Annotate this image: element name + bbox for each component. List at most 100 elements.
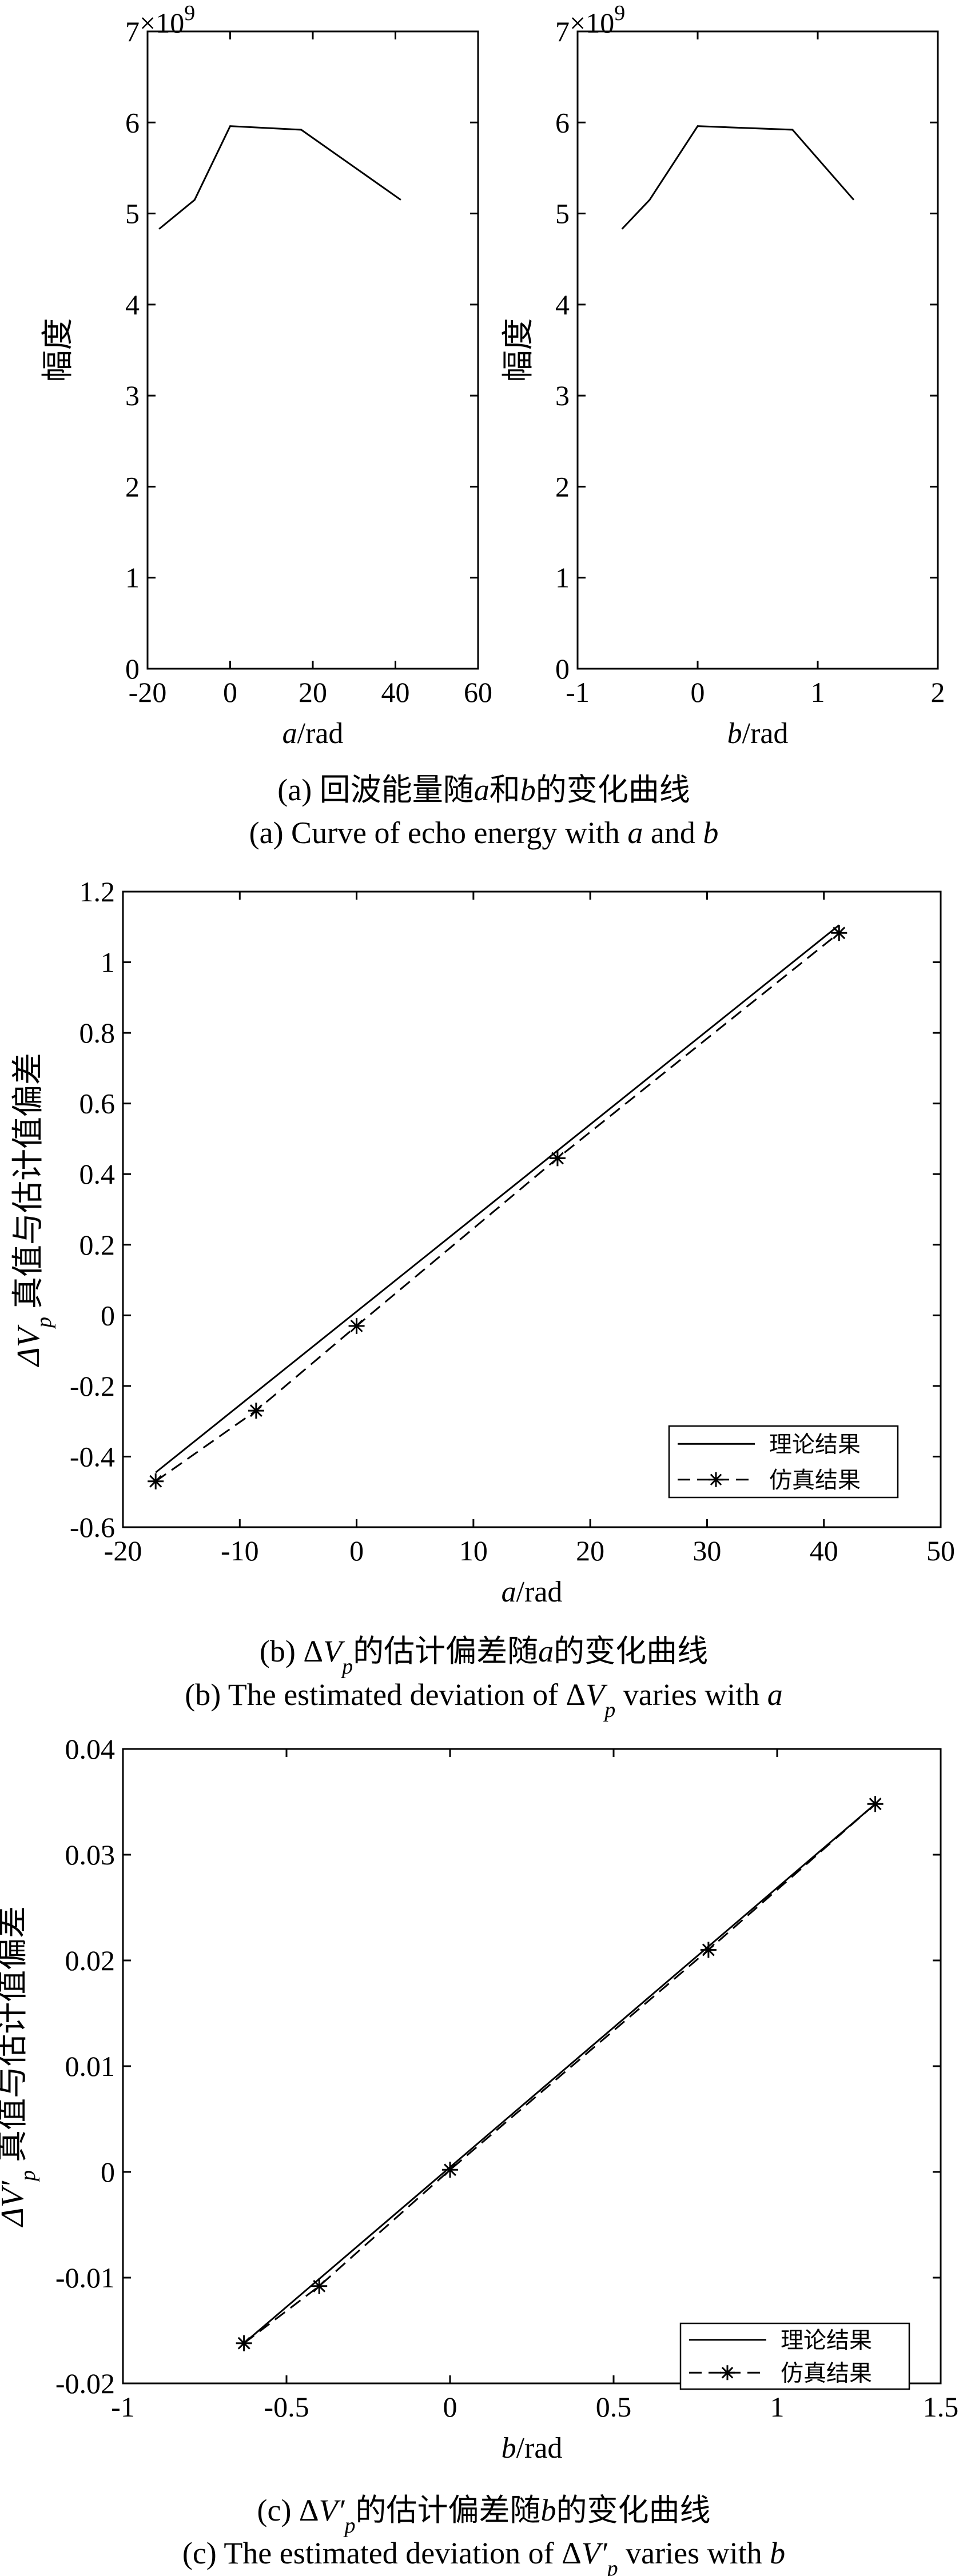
y-tick-label: 1.2: [79, 876, 116, 908]
y-tick-label: 0.01: [65, 2050, 116, 2082]
y-tick-label: 1: [101, 946, 115, 979]
caption-a-cn: (a) 回波能量随a和b的变化曲线: [277, 773, 690, 807]
data-point-marker: [248, 1403, 264, 1419]
x-axis-label: a/rad: [502, 1576, 563, 1608]
x-tick-label: 0: [443, 2391, 457, 2423]
legend-label-0: 理论结果: [769, 1431, 861, 1457]
y-tick-label: 5: [555, 198, 570, 230]
x-tick-label: 50: [926, 1535, 955, 1567]
legend-label-1: 仿真结果: [781, 2360, 872, 2386]
data-point-marker: [831, 925, 847, 941]
data-point-marker: [236, 2335, 252, 2351]
exponent-label: ×109: [140, 1, 195, 39]
y-axis-label: 幅度: [501, 318, 536, 382]
caption-b-en: (b) The estimated deviation of ΔVp varie…: [185, 1678, 782, 1722]
plot-b: -20 -10 0 10 20 30 40 50 -0.6 -0.4 -0.2 0 0.2 0.4 0.6 0…: [11, 876, 955, 1608]
x-tick-label: 60: [464, 676, 492, 708]
exponent-label: ×109: [570, 1, 625, 39]
y-tick-label: 7: [555, 15, 570, 47]
legend-label-1: 仿真结果: [769, 1467, 861, 1493]
y-tick-label: 1: [125, 562, 140, 594]
y-tick-label: 2: [555, 470, 570, 502]
x-tick-label: -1: [566, 676, 590, 708]
caption-c-en: (c) The estimated deviation of ΔV′p vari…: [182, 2536, 785, 2576]
y-axis-label: 幅度: [41, 318, 76, 382]
y-tick-label: 0.2: [79, 1229, 116, 1261]
y-tick-label: 0.04: [65, 1733, 116, 1765]
y-tick-label: 1: [555, 562, 570, 594]
plot-c: -1 -0.5 0 0.5 1 1.5 -0.02 -0.01 0 0.01 0.02 0.03 0.0…: [0, 1733, 958, 2465]
y-tick-label: 3: [125, 380, 140, 412]
axes-box: [576, 30, 939, 670]
y-tick-label: 4: [125, 289, 140, 321]
data-point-marker: [700, 1942, 717, 1958]
axes-box: [146, 30, 479, 670]
legend-box: [679, 2322, 910, 2390]
y-tick-label: 2: [125, 470, 140, 502]
x-tick-label: 10: [459, 1535, 488, 1567]
caption-c-cn: (c) ΔV′p的估计偏差随b的变化曲线: [257, 2493, 711, 2538]
x-tick-label: 2: [931, 676, 945, 708]
x-tick-label: 1: [811, 676, 825, 708]
x-tick-label: 1: [770, 2391, 785, 2423]
y-axis-label: ΔVp 真值与估计值偏差: [11, 1053, 56, 1367]
x-tick-label: 20: [576, 1535, 604, 1567]
x-axis-label: a/rad: [282, 717, 344, 750]
y-tick-label: 7: [125, 15, 140, 47]
x-tick-label: 20: [299, 676, 327, 708]
legend-box: [668, 1425, 899, 1499]
y-tick-label: 0.6: [79, 1088, 116, 1120]
y-tick-label: 5: [125, 198, 140, 230]
y-tick-label: -0.2: [70, 1370, 115, 1402]
x-tick-label: -10: [221, 1535, 259, 1567]
y-axis-label: ΔV′p 真值与估计值偏差: [0, 1906, 40, 2227]
y-tick-label: 4: [555, 289, 570, 321]
y-tick-label: 0.03: [65, 1839, 116, 1871]
y-tick-label: 0: [101, 2156, 115, 2188]
series-line-1: [243, 1803, 876, 2344]
legend-label-0: 理论结果: [781, 2327, 872, 2353]
y-tick-label: -0.4: [70, 1440, 115, 1472]
data-point-marker: [867, 1796, 884, 1812]
x-axis-label: b/rad: [727, 717, 789, 750]
series-line-1: [155, 932, 840, 1482]
axes-box: [122, 1748, 942, 2385]
data-point-marker: [549, 1150, 566, 1167]
x-tick-label: -0.5: [264, 2391, 309, 2423]
x-tick-label: 0: [349, 1535, 364, 1567]
series-line-0: [243, 1803, 876, 2344]
x-tick-label: 40: [381, 676, 410, 708]
x-tick-label: 0: [691, 676, 705, 708]
y-tick-label: 0: [101, 1299, 115, 1331]
x-axis-label: b/rad: [502, 2432, 563, 2465]
y-tick-label: 0: [555, 653, 570, 685]
y-tick-label: 0: [125, 653, 140, 685]
data-point-marker: [442, 2162, 458, 2178]
y-tick-label: 6: [125, 106, 140, 138]
x-tick-label: 30: [693, 1535, 721, 1567]
y-tick-label: -0.01: [55, 2262, 115, 2294]
x-tick-label: -20: [104, 1535, 142, 1567]
x-tick-label: 40: [810, 1535, 838, 1567]
y-tick-label: -0.6: [70, 1511, 115, 1543]
x-tick-label: 0.5: [596, 2391, 632, 2423]
x-tick-label: 0: [223, 676, 237, 708]
data-point-marker: [148, 1473, 164, 1489]
caption-a-en: (a) Curve of echo energy with a and b: [249, 816, 719, 850]
x-tick-label: -20: [129, 676, 167, 708]
axes-box: [122, 890, 942, 1528]
y-tick-label: 0.02: [65, 1944, 116, 1976]
y-tick-label: 6: [555, 106, 570, 138]
y-tick-label: 0.4: [79, 1158, 116, 1190]
legend-marker: [709, 1472, 723, 1487]
y-tick-label: 0.8: [79, 1017, 116, 1049]
data-point-marker: [311, 2278, 328, 2294]
caption-b-cn: (b) ΔVp的估计偏差随a的变化曲线: [260, 1634, 708, 1679]
series-line-0: [158, 125, 401, 230]
y-tick-label: 3: [555, 380, 570, 412]
data-point-marker: [348, 1317, 365, 1334]
y-tick-label: -0.02: [55, 2367, 115, 2399]
